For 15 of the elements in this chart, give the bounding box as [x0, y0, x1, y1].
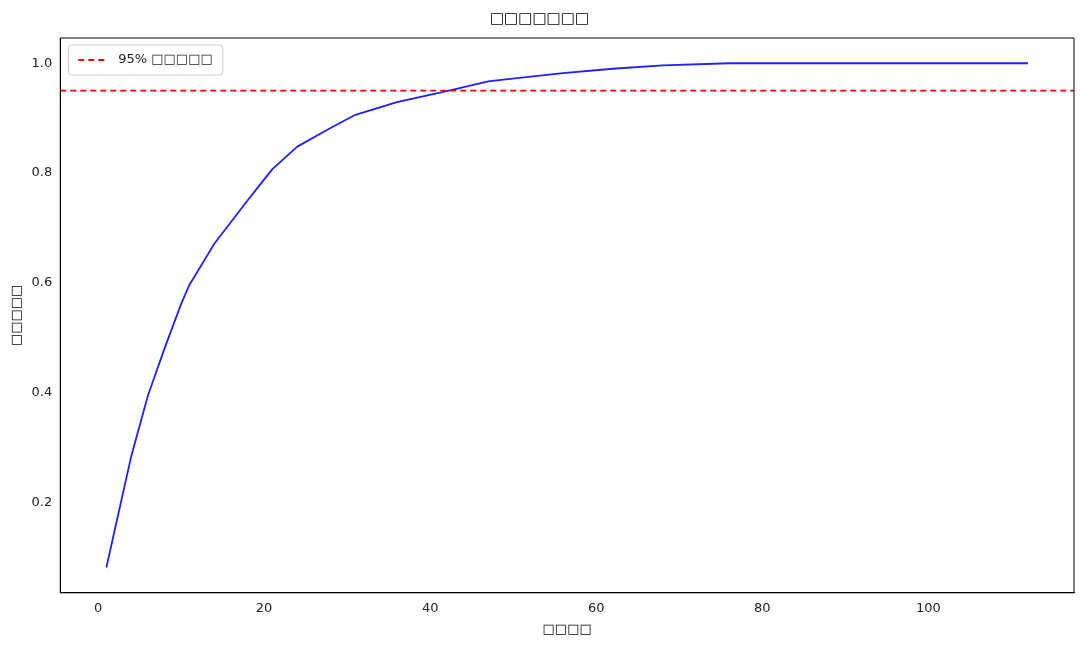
- legend-label: 95% □□□□□: [118, 51, 213, 67]
- y-tick-label: 0.6: [31, 274, 53, 290]
- x-tick-label: 100: [915, 599, 941, 615]
- x-tick-label: 80: [753, 599, 771, 615]
- chart-title: □□□□□□□: [489, 8, 590, 27]
- x-tick-label: 20: [255, 599, 273, 615]
- x-tick-label: 60: [587, 599, 605, 615]
- y-axis-title: □□□□□: [8, 284, 24, 347]
- y-tick-label: 0.8: [31, 164, 53, 180]
- x-tick-label: 40: [421, 599, 439, 615]
- y-tick-label: 0.4: [31, 383, 53, 399]
- y-tick-label: 1.0: [31, 54, 53, 70]
- x-axis-title: □□□□: [542, 620, 592, 636]
- x-tick-label: 0: [93, 599, 103, 615]
- y-tick-label: 0.2: [31, 493, 53, 509]
